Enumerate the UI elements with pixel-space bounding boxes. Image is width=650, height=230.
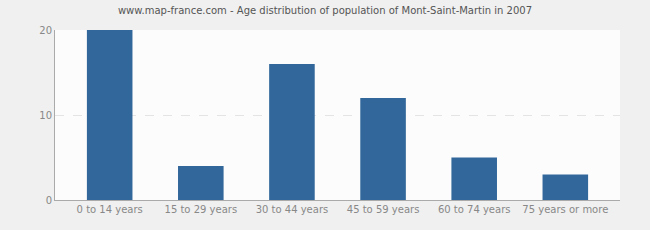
svg-text:20: 20 (39, 25, 52, 36)
svg-text:60 to 74 years: 60 to 74 years (438, 204, 511, 215)
svg-text:30 to 44 years: 30 to 44 years (256, 204, 329, 215)
svg-text:75 years or more: 75 years or more (522, 204, 608, 215)
svg-text:45 to 59 years: 45 to 59 years (347, 204, 420, 215)
svg-text:0: 0 (46, 195, 52, 206)
svg-text:10: 10 (39, 110, 52, 121)
svg-text:15 to 29 years: 15 to 29 years (165, 204, 238, 215)
svg-text:www.map-france.com - Age distr: www.map-france.com - Age distribution of… (118, 5, 532, 16)
svg-text:0 to 14 years: 0 to 14 years (77, 204, 143, 215)
